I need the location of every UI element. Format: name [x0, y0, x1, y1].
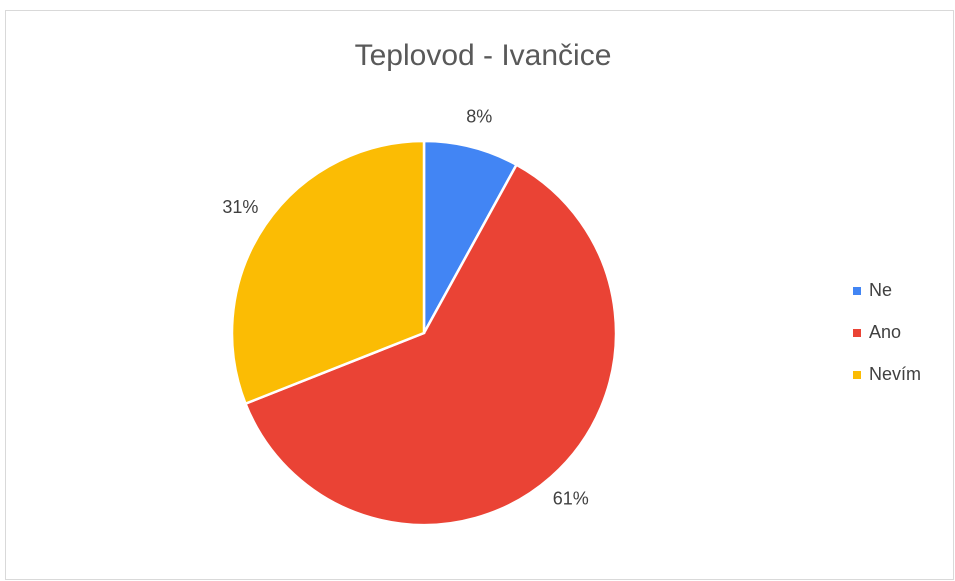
data-label: 31% — [222, 197, 258, 217]
pie-slice — [230, 139, 426, 406]
legend-swatch — [853, 287, 861, 295]
pie-slice — [243, 163, 618, 527]
chart-title: Teplovod - Ivančice — [355, 39, 612, 72]
legend-label: Ano — [869, 322, 901, 342]
pie-slice — [422, 139, 519, 334]
legend-swatch — [853, 371, 861, 379]
legend-label: Nevím — [869, 364, 921, 384]
data-label: 8% — [466, 107, 492, 127]
legend-swatch — [853, 329, 861, 337]
legend-label: Ne — [869, 280, 892, 300]
data-label: 61% — [553, 488, 589, 508]
